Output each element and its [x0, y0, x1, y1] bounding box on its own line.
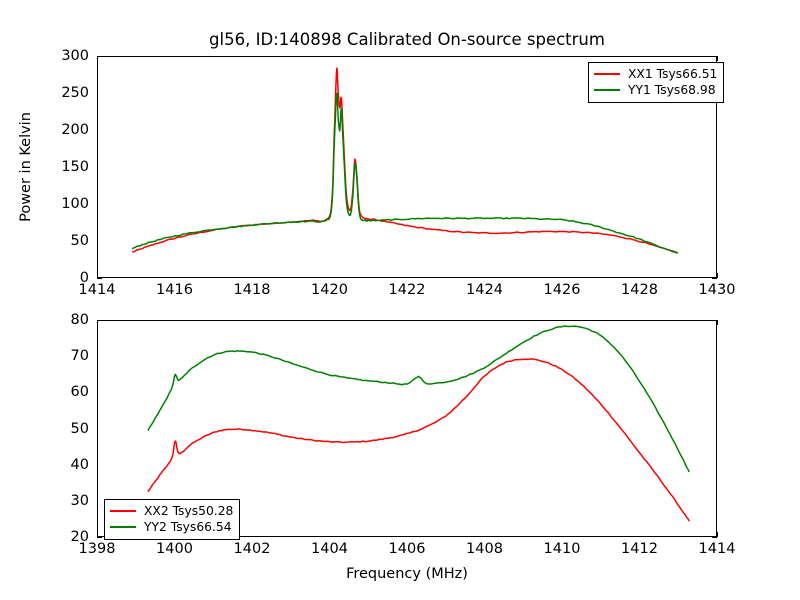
- legend-label: XX1 Tsys66.51: [628, 67, 718, 81]
- top-panel-ylabel: Power in Kelvin: [18, 112, 34, 222]
- bottom-xtick-3: 1404: [311, 541, 348, 557]
- legend-label: XX2 Tsys50.28: [144, 504, 234, 518]
- top-panel-legend: XX1 Tsys66.51 YY1 Tsys68.98: [588, 62, 725, 103]
- top-ytick-0: 0: [79, 270, 89, 286]
- top-xtick-8: 1430: [698, 282, 736, 298]
- legend-row-bottom-0: XX2 Tsys50.28: [110, 503, 233, 519]
- bottom-xtickmark-8: [717, 532, 719, 537]
- top-ytick-6: 300: [61, 48, 89, 64]
- bottom-series-xx: [148, 359, 689, 521]
- legend-line-swatch-icon: [110, 526, 136, 528]
- top-xtick-3: 1420: [311, 282, 348, 298]
- top-xtick-1: 1416: [156, 282, 193, 298]
- bottom-xtick-0: 1398: [78, 541, 116, 557]
- bottom-ytick-4: 60: [70, 384, 89, 401]
- top-ytickmark-0: [97, 278, 102, 280]
- bottom-ytickmark-0: [97, 537, 102, 539]
- bottom-ytickmark-right-0: [712, 537, 717, 539]
- bottom-xtick-4: 1406: [388, 541, 426, 557]
- top-ytick-5: 250: [61, 85, 89, 101]
- legend-label: YY1 Tsys68.98: [628, 83, 716, 97]
- page-title: gl56, ID:140898 Calibrated On-source spe…: [209, 30, 605, 49]
- bottom-ytick-5: 70: [70, 348, 89, 365]
- legend-line-swatch-icon: [594, 73, 620, 75]
- bottom-xtick-7: 1412: [621, 541, 658, 557]
- bottom-ytick-2: 40: [70, 456, 89, 473]
- bottom-series-yy: [148, 326, 689, 472]
- top-xtick-0: 1414: [78, 282, 116, 298]
- top-ytick-4: 200: [61, 122, 89, 138]
- bottom-xtick-5: 1408: [466, 541, 503, 557]
- bottom-xtick-1: 1400: [156, 541, 193, 557]
- legend-row-top-1: YY1 Tsys68.98: [594, 82, 717, 98]
- top-xtick-5: 1424: [466, 282, 503, 298]
- bottom-ytick-0: 20: [70, 529, 89, 545]
- bottom-xtick-6: 1410: [543, 541, 581, 557]
- legend-row-bottom-1: YY2 Tsys66.54: [110, 519, 233, 535]
- top-panel-svg: [98, 57, 716, 277]
- legend-line-swatch-icon: [594, 89, 620, 91]
- bottom-xtick-2: 1402: [233, 541, 271, 557]
- bottom-ytick-1: 30: [70, 492, 89, 509]
- bottom-panel-svg: [98, 321, 716, 536]
- bottom-xtickmark-top-8: [717, 320, 719, 325]
- top-xtickmark-top-8: [717, 56, 719, 61]
- top-ytick-2: 100: [61, 196, 89, 212]
- bottom-ytick-3: 50: [70, 420, 89, 437]
- top-xtick-2: 1418: [233, 282, 271, 298]
- bottom-ytick-6: 80: [70, 312, 89, 328]
- top-xtick-7: 1428: [621, 282, 658, 298]
- top-xtick-4: 1422: [388, 282, 426, 298]
- legend-line-swatch-icon: [110, 510, 136, 512]
- bottom-panel-xlabel: Frequency (MHz): [346, 566, 468, 582]
- top-series-yy: [133, 93, 678, 252]
- top-xtick-6: 1426: [543, 282, 581, 298]
- legend-label: YY2 Tsys66.54: [144, 520, 232, 534]
- top-ytick-3: 150: [61, 159, 89, 175]
- top-ytickmark-right-0: [712, 278, 717, 280]
- bottom-xtick-8: 1414: [698, 541, 736, 557]
- bottom-panel-legend: XX2 Tsys50.28 YY2 Tsys66.54: [104, 499, 241, 540]
- top-ytick-1: 50: [70, 233, 89, 249]
- legend-row-top-0: XX1 Tsys66.51: [594, 66, 717, 82]
- top-xtickmark-8: [717, 273, 719, 278]
